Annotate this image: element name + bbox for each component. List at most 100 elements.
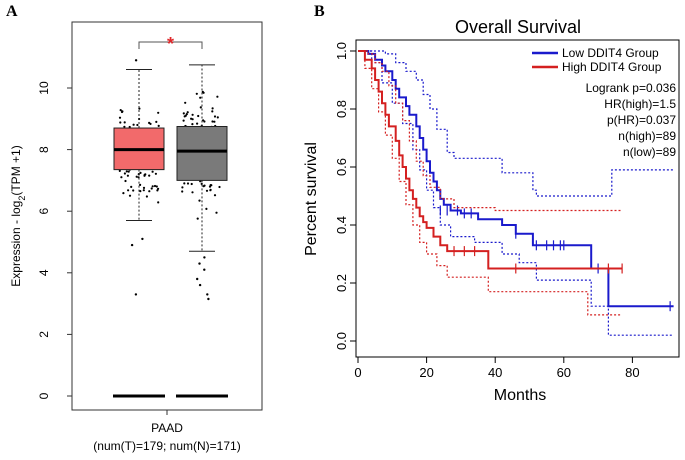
- ylabel-main: Expression - log: [9, 201, 23, 287]
- jitter-point: [211, 120, 214, 123]
- jitter-point: [132, 123, 135, 126]
- jitter-point: [199, 106, 202, 109]
- jitter-point: [145, 195, 148, 198]
- jitter-point: [184, 101, 187, 104]
- jitter-point: [213, 120, 216, 123]
- jitter-point: [216, 116, 219, 119]
- outlier-point: [198, 283, 202, 287]
- panel-label-b: B: [314, 3, 325, 20]
- boxplot-frame: [71, 21, 263, 411]
- y-tick-label: 0.2: [334, 274, 349, 292]
- legend-label: High DDIT4 Group: [562, 60, 662, 74]
- jitter-point: [120, 176, 123, 179]
- jitter-point: [148, 121, 151, 124]
- jitter-point: [128, 194, 132, 197]
- jitter-point: [157, 201, 160, 204]
- jitter-point: [186, 111, 189, 114]
- jitter-point: [155, 185, 158, 188]
- jitter-point: [150, 187, 153, 190]
- jitter-point: [154, 172, 157, 175]
- high-survival-curve: [358, 50, 623, 270]
- jitter-point: [186, 182, 190, 185]
- y-tick-label: 8: [37, 146, 51, 153]
- category-count-label: (num(T)=179; num(N)=171): [93, 439, 240, 453]
- y-tick-label: 0.8: [334, 100, 349, 118]
- jitter-point: [218, 185, 221, 189]
- jitter-point: [196, 217, 199, 220]
- y-tick-label: 0.4: [334, 216, 349, 234]
- outlier-point: [198, 262, 201, 265]
- low-ci-upper: [358, 50, 674, 197]
- jitter-point: [185, 113, 188, 116]
- jitter-point: [139, 183, 142, 186]
- jitter-point: [119, 109, 122, 112]
- outlier-point: [134, 59, 138, 62]
- jitter-point: [139, 190, 142, 193]
- jitter-point: [196, 122, 199, 125]
- stat-line: HR(high)=1.5: [604, 97, 676, 111]
- high-ci-upper: [358, 50, 623, 212]
- jitter-point: [156, 189, 159, 192]
- low-survival-curve: [358, 50, 674, 308]
- category-label: PAAD: [151, 421, 183, 435]
- high-ci-lower: [358, 50, 623, 316]
- x-tick-label: 80: [625, 365, 639, 380]
- significance-star: *: [167, 34, 174, 54]
- jitter-point: [151, 170, 154, 173]
- jitter-point: [191, 191, 194, 194]
- jitter-point: [203, 120, 206, 123]
- legend-label: Low DDIT4 Group: [562, 46, 659, 60]
- jitter-point: [183, 115, 186, 118]
- bracket-line: [138, 41, 203, 49]
- x-tick-label: 60: [557, 365, 571, 380]
- ylabel-tail: (TPM +1): [9, 145, 23, 195]
- ylabel-subscript: 2: [17, 196, 27, 201]
- jitter-point: [213, 115, 217, 118]
- jitter-point: [215, 211, 218, 214]
- jitter-point: [123, 121, 126, 124]
- x-tick-label: 0: [354, 365, 361, 380]
- jitter-point: [122, 192, 125, 195]
- jitter-point: [209, 188, 212, 191]
- survival-y-axis-label: Percent survival: [303, 142, 320, 256]
- jitter-point: [142, 189, 145, 192]
- stat-line: n(low)=89: [623, 145, 676, 159]
- jitter-point: [121, 110, 124, 113]
- box-elements: [113, 64, 228, 398]
- jitter-point: [205, 207, 208, 210]
- jitter-point: [182, 112, 185, 115]
- box-normal: [176, 126, 228, 181]
- outlier-point: [141, 237, 144, 241]
- jitter-point: [148, 174, 151, 177]
- jitter-point: [139, 171, 142, 174]
- jitter-point: [130, 185, 133, 188]
- outlier-point: [203, 256, 206, 259]
- jitter-point: [182, 119, 185, 122]
- stat-line: n(high)=89: [618, 129, 676, 143]
- outlier-point: [134, 293, 138, 296]
- y-tick-label: 0.6: [334, 158, 349, 176]
- jitter-point: [203, 184, 206, 187]
- jitter-point: [118, 116, 122, 119]
- jitter-point: [199, 96, 202, 99]
- jitter-point: [138, 107, 141, 110]
- jitter-point: [127, 170, 130, 173]
- y-tick-label: 10: [37, 81, 51, 95]
- jitter-point: [181, 186, 184, 189]
- y-tick-label: 0.0: [334, 332, 349, 350]
- jitter-point: [181, 190, 184, 193]
- jitter-point: [153, 184, 157, 188]
- jitter-point: [123, 172, 126, 175]
- y-tick-label: 2: [37, 331, 51, 338]
- jitter-point: [157, 111, 160, 114]
- jitter-point: [148, 190, 151, 193]
- y-tick-label: 6: [37, 208, 51, 215]
- jitter-point: [136, 123, 139, 127]
- survival-title: Overall Survival: [455, 17, 581, 37]
- stat-line: p(HR)=0.037: [607, 113, 676, 127]
- jitter-point: [205, 189, 209, 192]
- jitter-point: [124, 179, 127, 183]
- jitter-point: [123, 125, 126, 128]
- jitter-point: [195, 92, 198, 95]
